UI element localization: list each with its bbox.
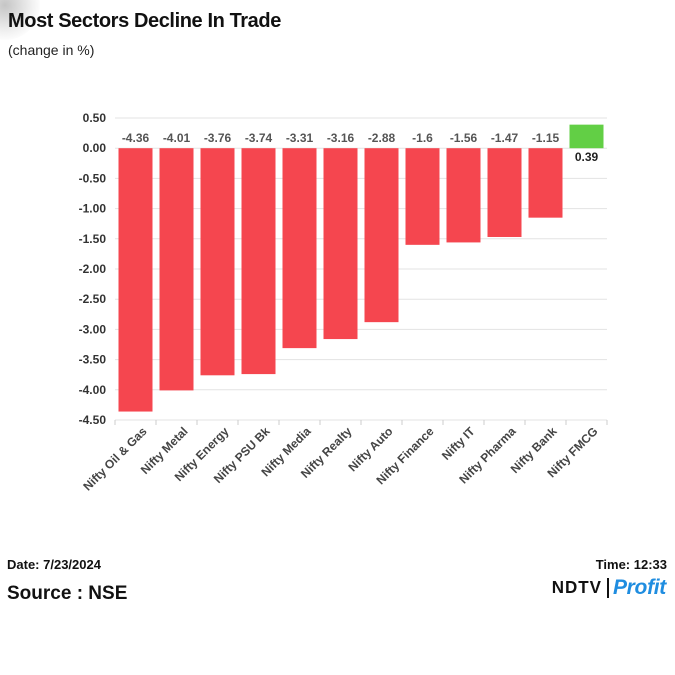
data-label: -3.31 bbox=[286, 131, 314, 145]
y-tick-label: -0.50 bbox=[79, 171, 107, 185]
data-label: -2.88 bbox=[368, 131, 396, 145]
chart-title: Most Sectors Decline In Trade bbox=[8, 10, 281, 32]
date-label: Date: 7/23/2024 bbox=[7, 557, 101, 572]
data-label: -3.76 bbox=[204, 131, 232, 145]
ndtv-profit-logo: NDTV Profit bbox=[551, 575, 667, 601]
bar bbox=[487, 148, 522, 237]
bar bbox=[405, 148, 440, 245]
y-tick-label: -3.50 bbox=[79, 353, 107, 367]
logo-product-text: Profit bbox=[612, 576, 666, 599]
bar bbox=[446, 148, 481, 243]
data-label: -3.74 bbox=[245, 131, 273, 145]
source-label: Source : NSE bbox=[7, 583, 128, 604]
y-tick-label: -2.50 bbox=[79, 292, 107, 306]
bar bbox=[200, 148, 235, 376]
bar bbox=[323, 148, 358, 340]
y-tick-label: 0.00 bbox=[83, 141, 107, 155]
data-label: -3.16 bbox=[327, 131, 355, 145]
bar bbox=[282, 148, 317, 349]
bar bbox=[569, 124, 604, 149]
data-label: -1.6 bbox=[412, 131, 433, 145]
data-label: 0.39 bbox=[575, 150, 599, 164]
y-tick-label: -3.00 bbox=[79, 322, 107, 336]
bar-chart: 0.50 0.00 -0.50 -1.00 -1.50 -2.00 -2.50 -3.00 -3… bbox=[79, 111, 608, 494]
bar bbox=[528, 148, 563, 218]
data-label: -4.01 bbox=[163, 131, 191, 145]
chart-subtitle: (change in %) bbox=[8, 42, 95, 58]
category-label: Nifty IT bbox=[439, 424, 478, 463]
y-tick-label: -1.00 bbox=[79, 202, 107, 216]
data-label: -1.56 bbox=[450, 131, 478, 145]
bar bbox=[241, 148, 276, 375]
y-tick-label: -1.50 bbox=[79, 232, 107, 246]
category-label: Nifty Oil & Gas bbox=[80, 424, 150, 494]
data-label: -4.36 bbox=[122, 131, 150, 145]
data-label: -1.47 bbox=[491, 131, 519, 145]
y-tick-label: -4.50 bbox=[79, 413, 107, 427]
bar bbox=[159, 148, 194, 391]
bar bbox=[118, 148, 153, 412]
y-tick-label: 0.50 bbox=[83, 111, 107, 125]
data-label: -1.15 bbox=[532, 131, 560, 145]
logo-brand-text: NDTV bbox=[551, 577, 602, 598]
bar bbox=[364, 148, 399, 323]
time-label: Time: 12:33 bbox=[595, 557, 667, 572]
y-tick-label: -2.00 bbox=[79, 262, 107, 276]
y-tick-label: -4.00 bbox=[79, 383, 107, 397]
logo-divider bbox=[606, 578, 609, 598]
